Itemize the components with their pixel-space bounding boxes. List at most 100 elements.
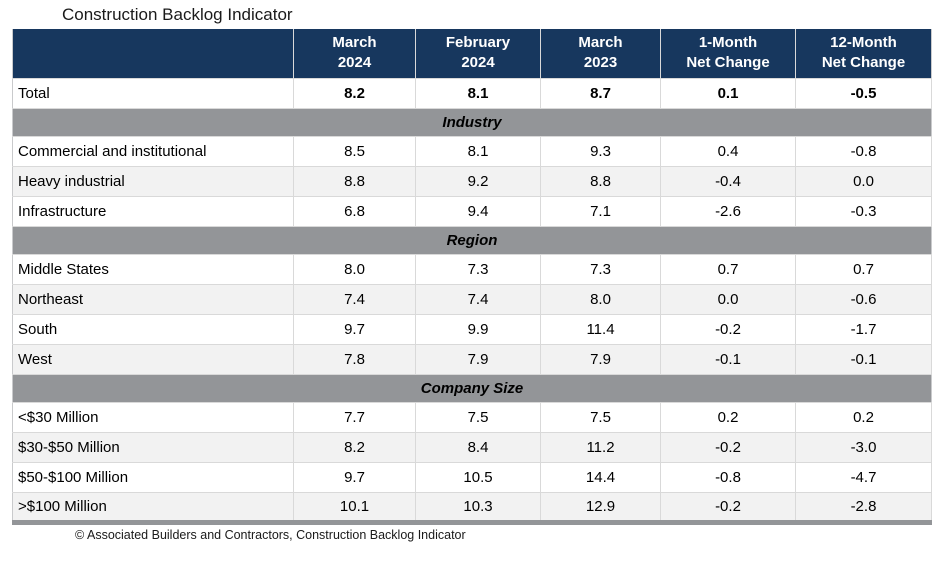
cell-value: 7.4 (415, 283, 541, 315)
cell-value: 10.5 (415, 461, 541, 493)
cell-value: -0.1 (795, 343, 932, 375)
column-header: 1-Month Net Change (660, 29, 796, 78)
cell-value: 8.4 (415, 431, 541, 463)
section-label: Region (12, 225, 932, 255)
cell-value: -0.8 (660, 461, 796, 493)
cell-value: 7.3 (415, 253, 541, 285)
table-row: $50-$100 Million 9.7 10.5 14.4 -0.8 -4.7 (12, 461, 932, 493)
cell-value: 6.8 (293, 195, 416, 227)
table-header: March 2024 February 2024 March 2023 1-Month Net… (12, 29, 932, 78)
cell-value: 0.7 (795, 253, 932, 285)
section-header-row: Company Size (12, 373, 932, 403)
backlog-table: March 2024 February 2024 March 2023 1-Month Net… (12, 29, 932, 525)
column-header: 12-Month Net Change (795, 29, 932, 78)
cell-value: 7.4 (293, 283, 416, 315)
table-row: <$30 Million 7.7 7.5 7.5 0.2 0.2 (12, 401, 932, 433)
cell-value: 0.2 (795, 401, 932, 433)
table-row: West 7.8 7.9 7.9 -0.1 -0.1 (12, 343, 932, 375)
cell-value: 9.4 (415, 195, 541, 227)
cell-value: 7.7 (293, 401, 416, 433)
table-row: $30-$50 Million 8.2 8.4 11.2 -0.2 -3.0 (12, 431, 932, 463)
cell-value: -0.5 (795, 77, 932, 109)
section-label: Industry (12, 107, 932, 137)
corner-header-cell (12, 29, 294, 78)
cell-value: 10.3 (415, 491, 541, 523)
cell-value: 8.0 (293, 253, 416, 285)
row-label: Heavy industrial (12, 165, 294, 197)
cell-value: 8.8 (293, 165, 416, 197)
cell-value: 8.5 (293, 135, 416, 167)
cell-value: 8.1 (415, 135, 541, 167)
cell-value: -1.7 (795, 313, 932, 345)
row-label: $50-$100 Million (12, 461, 294, 493)
column-header: February 2024 (415, 29, 541, 78)
cell-value: -0.2 (660, 491, 796, 523)
cell-value: 9.7 (293, 313, 416, 345)
table-row: Northeast 7.4 7.4 8.0 0.0 -0.6 (12, 283, 932, 315)
table-row: Commercial and institutional 8.5 8.1 9.3 0.4… (12, 135, 932, 167)
cell-value: 11.2 (540, 431, 661, 463)
cell-value: 7.3 (540, 253, 661, 285)
cell-value: 7.9 (415, 343, 541, 375)
cell-value: -2.6 (660, 195, 796, 227)
column-header: March 2023 (540, 29, 661, 78)
cell-value: 0.4 (660, 135, 796, 167)
table-row: Infrastructure 6.8 9.4 7.1 -2.6 -0.3 (12, 195, 932, 227)
cell-value: 12.9 (540, 491, 661, 523)
row-label: Middle States (12, 253, 294, 285)
section-header-row: Industry (12, 107, 932, 137)
column-header: March 2024 (293, 29, 416, 78)
cell-value: 0.0 (660, 283, 796, 315)
cell-value: -2.8 (795, 491, 932, 523)
cell-value: -0.6 (795, 283, 932, 315)
cell-value: 10.1 (293, 491, 416, 523)
cell-value: -0.1 (660, 343, 796, 375)
cell-value: 9.9 (415, 313, 541, 345)
footer-credit: © Associated Builders and Contractors, C… (75, 527, 466, 542)
section-label: Company Size (12, 373, 932, 403)
table-row: South 9.7 9.9 11.4 -0.2 -1.7 (12, 313, 932, 345)
cell-value: 8.1 (415, 77, 541, 109)
cell-value: 11.4 (540, 313, 661, 345)
cell-value: 7.5 (540, 401, 661, 433)
table-body: Total 8.2 8.1 8.7 0.1 -0.5 Industry Commercial … (12, 77, 932, 523)
cell-value: 9.3 (540, 135, 661, 167)
row-label: Total (12, 77, 294, 109)
row-label: Northeast (12, 283, 294, 315)
row-label: Infrastructure (12, 195, 294, 227)
cell-value: 8.2 (293, 77, 416, 109)
row-label: Commercial and institutional (12, 135, 294, 167)
cell-value: 9.7 (293, 461, 416, 493)
cell-value: 8.7 (540, 77, 661, 109)
cell-value: -0.2 (660, 313, 796, 345)
table-row: Middle States 8.0 7.3 7.3 0.7 0.7 (12, 253, 932, 285)
row-label: $30-$50 Million (12, 431, 294, 463)
row-label: >$100 Million (12, 491, 294, 523)
cell-value: 14.4 (540, 461, 661, 493)
table-row-total: Total 8.2 8.1 8.7 0.1 -0.5 (12, 77, 932, 109)
cell-value: 0.1 (660, 77, 796, 109)
cell-value: 7.5 (415, 401, 541, 433)
cell-value: -0.2 (660, 431, 796, 463)
row-label: <$30 Million (12, 401, 294, 433)
cell-value: -0.8 (795, 135, 932, 167)
cell-value: 7.9 (540, 343, 661, 375)
cell-value: 7.1 (540, 195, 661, 227)
cell-value: -0.4 (660, 165, 796, 197)
row-label: West (12, 343, 294, 375)
cell-value: -3.0 (795, 431, 932, 463)
cell-value: -0.3 (795, 195, 932, 227)
cell-value: 0.7 (660, 253, 796, 285)
cell-value: 0.0 (795, 165, 932, 197)
row-label: South (12, 313, 294, 345)
cell-value: 9.2 (415, 165, 541, 197)
section-header-row: Region (12, 225, 932, 255)
cell-value: -4.7 (795, 461, 932, 493)
header-row: March 2024 February 2024 March 2023 1-Month Net… (12, 29, 932, 78)
page-title: Construction Backlog Indicator (62, 5, 293, 24)
cell-value: 8.8 (540, 165, 661, 197)
cell-value: 0.2 (660, 401, 796, 433)
table-row: >$100 Million 10.1 10.3 12.9 -0.2 -2.8 (12, 491, 932, 523)
cell-value: 7.8 (293, 343, 416, 375)
